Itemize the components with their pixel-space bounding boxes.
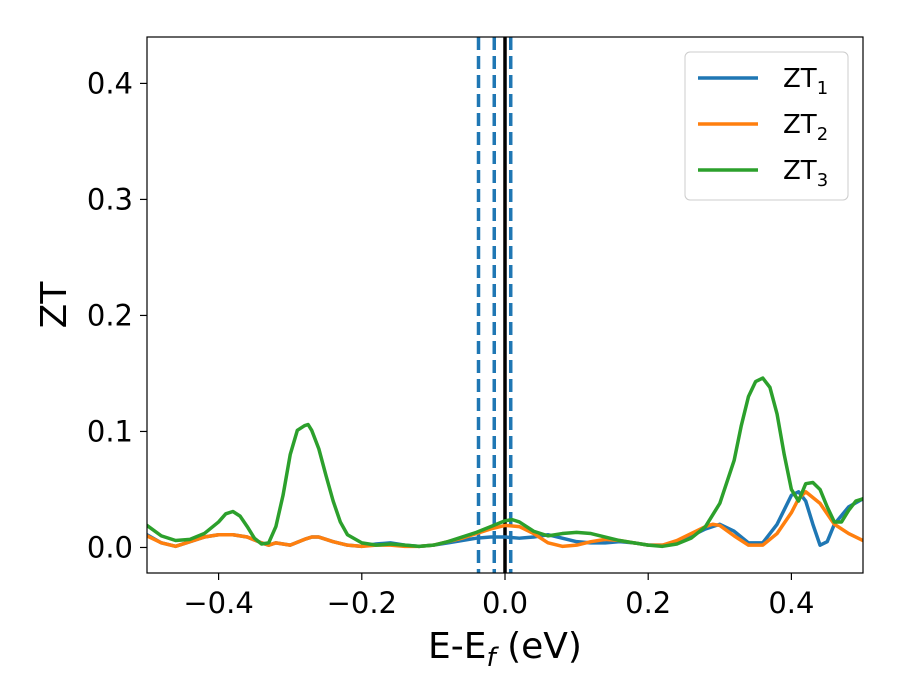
x-axis-label-unit: (eV)	[496, 626, 582, 667]
series-layer	[147, 376, 863, 549]
legend-label-main: ZT	[783, 110, 817, 140]
legend-label-subscript: 1	[817, 78, 828, 99]
legend-label-subscript: 2	[817, 124, 828, 145]
legend-label: ZT3	[783, 156, 828, 191]
y-tick-label: 0.2	[87, 298, 133, 332]
y-tick-label: 0.1	[87, 414, 133, 448]
legend-label-subscript: 3	[817, 170, 828, 191]
x-tick-label: 0.0	[482, 586, 528, 620]
x-axis-label-main: E-E	[428, 626, 486, 667]
legend-label: ZT2	[783, 110, 828, 145]
x-axis: −0.4 −0.2 0.0 0.2 0.4	[183, 573, 814, 620]
x-tick-label: 0.4	[768, 586, 814, 620]
y-tick-label: 0.3	[87, 182, 133, 216]
series-line-zt2	[147, 490, 863, 549]
y-tick-label: 0.0	[87, 530, 133, 564]
legend-label-main: ZT	[783, 64, 817, 94]
x-tick-label: 0.2	[625, 586, 671, 620]
x-axis-label: E-Ef (eV)	[428, 626, 582, 673]
x-tick-label: −0.4	[183, 586, 253, 620]
series-line-zt3	[147, 376, 863, 549]
y-axis: 0.0 0.1 0.2 0.3 0.4	[87, 66, 147, 564]
y-axis-label: ZT	[34, 281, 75, 329]
y-tick-label: 0.4	[87, 66, 133, 100]
x-tick-label: −0.2	[327, 586, 397, 620]
legend-label: ZT1	[783, 64, 828, 99]
reference-lines	[476, 37, 513, 573]
legend-label-main: ZT	[783, 156, 817, 186]
legend-box	[684, 51, 849, 201]
